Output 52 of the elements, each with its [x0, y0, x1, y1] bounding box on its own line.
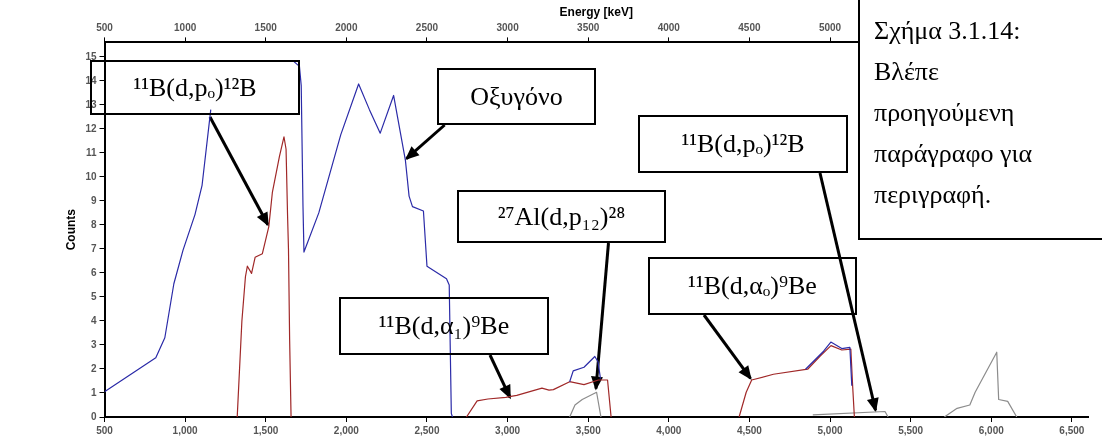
x-tick-label: 1,000 [172, 424, 199, 436]
y-tick-label: 10 [85, 170, 97, 182]
annotation: ²⁷Al(d,p₁₂)²⁸ [497, 201, 626, 232]
x2-axis-title: Energy [keV] [559, 4, 633, 19]
x2-tick-label: 500 [96, 22, 114, 34]
x2-tick-label: 5000 [818, 22, 842, 34]
annotation: Οξυγόνο [470, 81, 563, 112]
x-tick-label: 4,000 [656, 424, 682, 436]
x-tick-label: 5,500 [898, 424, 924, 436]
y-tick-label: 2 [90, 362, 97, 374]
note-box: Σχήμα 3.1.14: Βλέπε προηγούμενη παράγραφο για περιγραφή. [858, 0, 1102, 240]
y-tick-label: 6 [90, 266, 97, 278]
x-tick-label: 2,000 [333, 424, 360, 436]
y-tick-label: 1 [90, 386, 97, 398]
x-tick-label: 4,500 [736, 424, 763, 436]
y-tick-label: 15 [85, 50, 97, 62]
y-tick-label: 7 [90, 242, 97, 254]
annotation: Σχήμα 3.1.14: Βλέπε προηγούμενη παράγραφο για περιγραφή. [874, 15, 1034, 211]
x2-tick-label: 2500 [415, 22, 439, 34]
y-axis-title: Counts [63, 208, 78, 251]
x-tick-label: 1,500 [253, 424, 279, 436]
note-box: Οξυγόνο [437, 68, 596, 125]
note-box: ¹¹B(d,pₒ)¹²B [638, 115, 848, 173]
x-tick-label: 3,000 [495, 424, 521, 436]
x-tick-label: 6,000 [978, 424, 1005, 436]
note-box: ²⁷Al(d,p₁₂)²⁸ [457, 190, 666, 243]
x2-tick-label: 3500 [577, 22, 600, 34]
annotation: ¹¹B(d,pₒ)¹²B [133, 72, 257, 103]
x-tick-label: 6,500 [1059, 424, 1085, 436]
note-box: ¹¹B(d,αₒ)⁹Be [648, 257, 857, 315]
x2-tick-label: 2000 [335, 22, 358, 34]
x2-tick-label: 4000 [657, 22, 681, 34]
y-tick-label: 4 [90, 314, 97, 326]
annotation: ¹¹B(d,pₒ)¹²B [681, 129, 805, 159]
y-tick-label: 8 [90, 218, 97, 230]
y-tick-label: 9 [90, 194, 97, 206]
y-tick-label: 0 [90, 410, 97, 422]
annotation: ¹¹B(d,α₁)⁹Be [378, 311, 510, 341]
x2-tick-label: 3000 [496, 22, 520, 34]
x-tick-label: 3,500 [575, 424, 602, 436]
x-tick-label: 5,000 [817, 424, 843, 436]
y-tick-label: 11 [85, 146, 97, 158]
y-tick-label: 12 [85, 122, 97, 134]
x2-tick-label: 1500 [254, 22, 278, 34]
y-tick-label: 3 [90, 338, 97, 350]
y-tick-label: 5 [90, 290, 97, 302]
note-box: ¹¹B(d,α₁)⁹Be [339, 297, 549, 355]
x2-tick-label: 1000 [174, 22, 197, 34]
annotation: ¹¹B(d,αₒ)⁹Be [688, 271, 817, 301]
x-tick-label: 500 [96, 424, 114, 436]
x2-tick-label: 4500 [738, 22, 761, 34]
x-tick-label: 2,500 [414, 424, 440, 436]
